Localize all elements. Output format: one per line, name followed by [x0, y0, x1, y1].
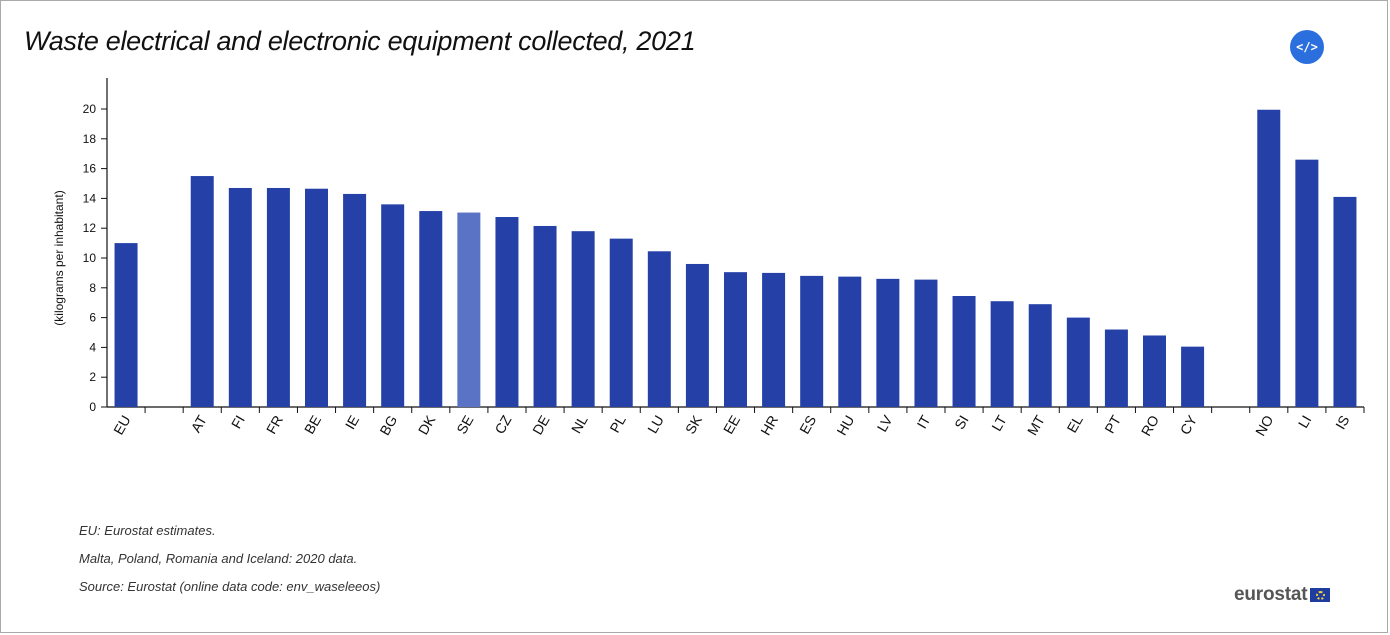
y-tick-label: 12 — [83, 221, 97, 235]
bar-lu — [647, 251, 671, 407]
x-tick-label-es: ES — [796, 413, 819, 437]
x-tick-label-dk: DK — [415, 412, 439, 437]
y-tick-label: 10 — [83, 251, 97, 265]
x-tick-label-mt: MT — [1024, 412, 1048, 438]
bar-de — [533, 225, 557, 407]
logo-text: eurostat — [1234, 584, 1308, 605]
bar-cy — [1181, 346, 1205, 407]
bar-dk — [419, 211, 443, 407]
bar-bg — [381, 204, 405, 407]
note-source: Source: Eurostat (online data code: env_… — [79, 579, 381, 594]
chart-title: Waste electrical and electronic equipmen… — [24, 26, 696, 56]
x-tick-label-lt: LT — [988, 412, 1010, 434]
y-tick-label: 6 — [89, 311, 96, 325]
bar-no — [1257, 109, 1281, 408]
x-tick-label-li: LI — [1295, 413, 1315, 431]
bar-at — [190, 176, 214, 407]
x-tick-label-nl: NL — [568, 412, 591, 436]
x-tick-label-fr: FR — [263, 413, 286, 437]
bar-fr — [266, 187, 290, 407]
bar-lv — [876, 278, 900, 407]
y-tick-label: 0 — [89, 400, 96, 414]
x-tick-label-at: AT — [188, 412, 211, 435]
bar-is — [1333, 196, 1357, 407]
x-tick-label-it: IT — [913, 412, 933, 431]
x-tick-label-se: SE — [453, 413, 476, 437]
y-tick-label: 18 — [83, 132, 97, 146]
x-tick-label-is: IS — [1332, 413, 1352, 432]
bar-pt — [1104, 329, 1128, 407]
bar-chart: 0 2 4 6 8 10 12 14 16 18 20 (kilograms per inhabita… — [52, 78, 1365, 439]
bar-cz — [495, 217, 519, 407]
x-tick-label-cy: CY — [1177, 412, 1201, 437]
x-tick-label-pt: PT — [1101, 412, 1124, 436]
bar-el — [1066, 317, 1090, 407]
bar-li — [1295, 159, 1319, 407]
x-tick-label-bg: BG — [376, 413, 400, 439]
x-tick-label-de: DE — [529, 413, 553, 438]
x-tick-label-si: SI — [951, 413, 971, 432]
bar-se — [457, 212, 481, 407]
x-tick-label-be: BE — [301, 413, 324, 437]
x-tick-label-lv: LV — [874, 412, 896, 435]
bar-es — [800, 275, 824, 407]
bar-eu — [114, 243, 138, 407]
y-tick-label: 2 — [89, 370, 96, 384]
bar-mt — [1028, 304, 1052, 407]
eu-flag-icon — [1310, 588, 1331, 602]
bar-hu — [838, 276, 862, 407]
x-tick-label-eu: EU — [110, 413, 134, 438]
x-tick-label-cz: CZ — [491, 412, 514, 437]
embed-code-button[interactable]: </> — [1290, 30, 1324, 64]
y-tick-label: 20 — [83, 102, 97, 116]
x-tick-label-fi: FI — [228, 413, 248, 432]
chart-notes: EU: Eurostat estimates. Malta, Poland, R… — [79, 522, 380, 606]
x-tick-label-ee: EE — [720, 413, 743, 437]
bar-hr — [762, 272, 786, 407]
note-2020-data: Malta, Poland, Romania and Iceland: 2020… — [79, 551, 358, 566]
y-tick-label: 16 — [83, 162, 97, 176]
x-tick-label-lu: LU — [644, 413, 667, 437]
bar-it — [914, 279, 938, 407]
x-tick-label-hu: HU — [833, 413, 857, 439]
x-tick-label-ie: IE — [342, 413, 362, 432]
note-eu: EU: Eurostat estimates. — [79, 523, 216, 538]
embed-code-icon: </> — [1296, 40, 1318, 54]
bar-pl — [609, 238, 633, 407]
x-tick-label-ro: RO — [1138, 412, 1162, 438]
x-tick-label-hr: HR — [757, 413, 781, 439]
y-tick-label: 8 — [89, 281, 96, 295]
bar-sk — [685, 263, 709, 407]
x-tick-label-sk: SK — [682, 412, 706, 437]
y-tick-label: 14 — [83, 191, 97, 205]
eurostat-logo[interactable]: eurostat — [1234, 584, 1331, 606]
bar-ie — [343, 193, 367, 407]
y-axis-label: (kilograms per inhabitant) — [52, 190, 66, 325]
bar-ro — [1143, 335, 1166, 407]
bar-nl — [571, 231, 595, 407]
bar-si — [952, 295, 976, 407]
y-tick-label: 4 — [89, 340, 96, 354]
x-tick-label-no: NO — [1252, 412, 1276, 438]
bar-lt — [990, 301, 1014, 407]
bar-ee — [724, 272, 747, 407]
bar-be — [305, 188, 328, 407]
bar-fi — [228, 187, 252, 407]
x-tick-label-el: EL — [1063, 412, 1086, 435]
x-tick-label-pl: PL — [606, 412, 629, 435]
